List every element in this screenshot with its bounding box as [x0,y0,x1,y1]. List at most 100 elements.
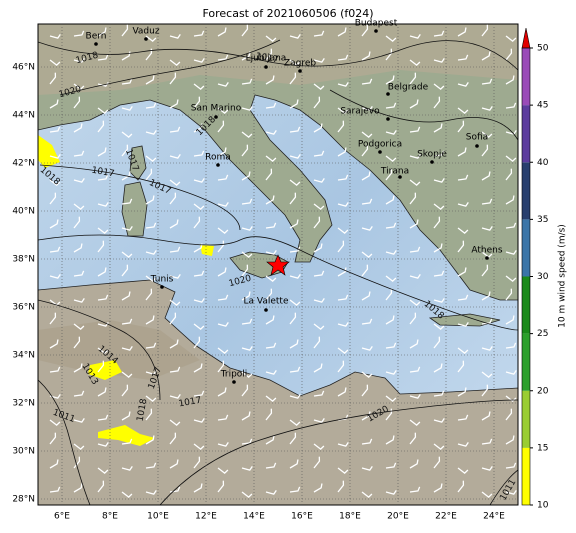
wind-barb [433,123,443,133]
wind-barb [145,435,155,445]
wind-barb [169,99,179,109]
wind-barb [241,24,249,37]
wind-barb [361,144,369,157]
wind-barb [337,322,349,327]
wind-barb [457,467,469,474]
wind-barb [289,179,301,186]
colorbar-tick-label: 15 [537,443,548,453]
wind-barb [337,227,349,234]
wind-barb [217,442,229,447]
lat-label: 34°N [12,351,35,361]
wind-barb [121,291,131,301]
wind-barb [241,106,253,111]
colorbar-tick-label: 50 [537,44,549,54]
wind-barb [433,150,445,157]
wind-barb [145,288,153,301]
wind-barb [121,78,133,85]
wind-barb [457,82,469,87]
wind-barb [505,395,517,402]
wind-barb [265,250,277,255]
lon-label: 18°E [339,512,361,522]
wind-barb [313,418,325,423]
wind-barb [97,107,109,114]
wind-barb [97,227,109,234]
wind-barb [97,360,105,373]
wind-barb [145,75,155,85]
wind-barb [169,419,181,426]
wind-barb [193,96,201,109]
wind-barb [265,155,277,162]
wind-barb [49,274,61,279]
wind-barb [193,203,205,210]
wind-barb [193,443,205,450]
wind-barb [457,202,469,207]
wind-barb [481,144,489,157]
wind-barb [409,246,421,253]
wind-barb [217,174,229,181]
wind-barb [289,339,299,349]
wind-barb [505,490,517,495]
wind-barb [241,491,253,498]
wind-barb [145,395,157,402]
wind-barb [49,192,57,205]
city-label: Tripoli [220,370,248,380]
wind-barb [265,395,277,402]
wind-barb [73,178,85,183]
wind-barb [433,96,441,109]
wind-barb [361,106,373,111]
wind-barb [241,346,253,351]
wind-barb [385,408,393,421]
wind-barb [433,243,443,253]
city-marker [475,144,479,148]
wind-barb [505,75,515,85]
wind-barb [481,251,493,258]
colorbar-tick-label: 30 [537,272,549,282]
wind-barb [409,432,417,445]
city-marker [430,160,434,164]
wind-barb [49,99,59,109]
wind-barb [241,171,251,181]
colorbar: 10 15 20 25 30 35 40 45 50 10 m wind speed (m/s) [521,27,568,511]
lon-label: 10°E [147,512,169,522]
wind-barb [241,438,253,445]
wind-barb [313,123,323,133]
city-marker [232,380,236,384]
wind-barb [313,96,321,109]
wind-barb [265,130,277,135]
wind-barb [433,58,445,63]
wind-barb [409,299,421,306]
wind-barb [361,198,373,205]
city-label: Budapest [355,19,398,29]
wind-barb [121,411,131,421]
city-marker [378,150,382,154]
wind-barb [145,275,157,282]
city-marker [386,117,390,121]
wind-barb [217,202,229,207]
wind-barb [409,34,421,39]
wind-barb [49,219,59,229]
wind-barb [289,432,297,445]
wind-barb [337,147,347,157]
wind-barb [73,483,83,493]
city-label: Sofia [466,133,488,143]
wind-barb [73,150,85,157]
wind-barb [97,202,109,207]
wind-barb [313,150,325,157]
wind-barb [241,318,253,325]
wind-barb [433,418,445,423]
wind-barb [457,360,465,373]
wind-barb [505,288,513,301]
wind-barb [97,387,107,397]
wind-barb [481,491,493,498]
wind-barb [73,30,85,37]
wind-barb [313,323,325,330]
wind-barb [337,294,349,301]
city-label: Athens [471,246,502,256]
wind-barb [49,432,57,445]
city-label: San Marino [191,104,242,114]
wind-barb [265,342,277,349]
wind-barb [193,83,205,90]
wind-barb [457,147,467,157]
wind-barb [433,216,441,229]
colorbar-tick-label: 45 [537,101,548,111]
